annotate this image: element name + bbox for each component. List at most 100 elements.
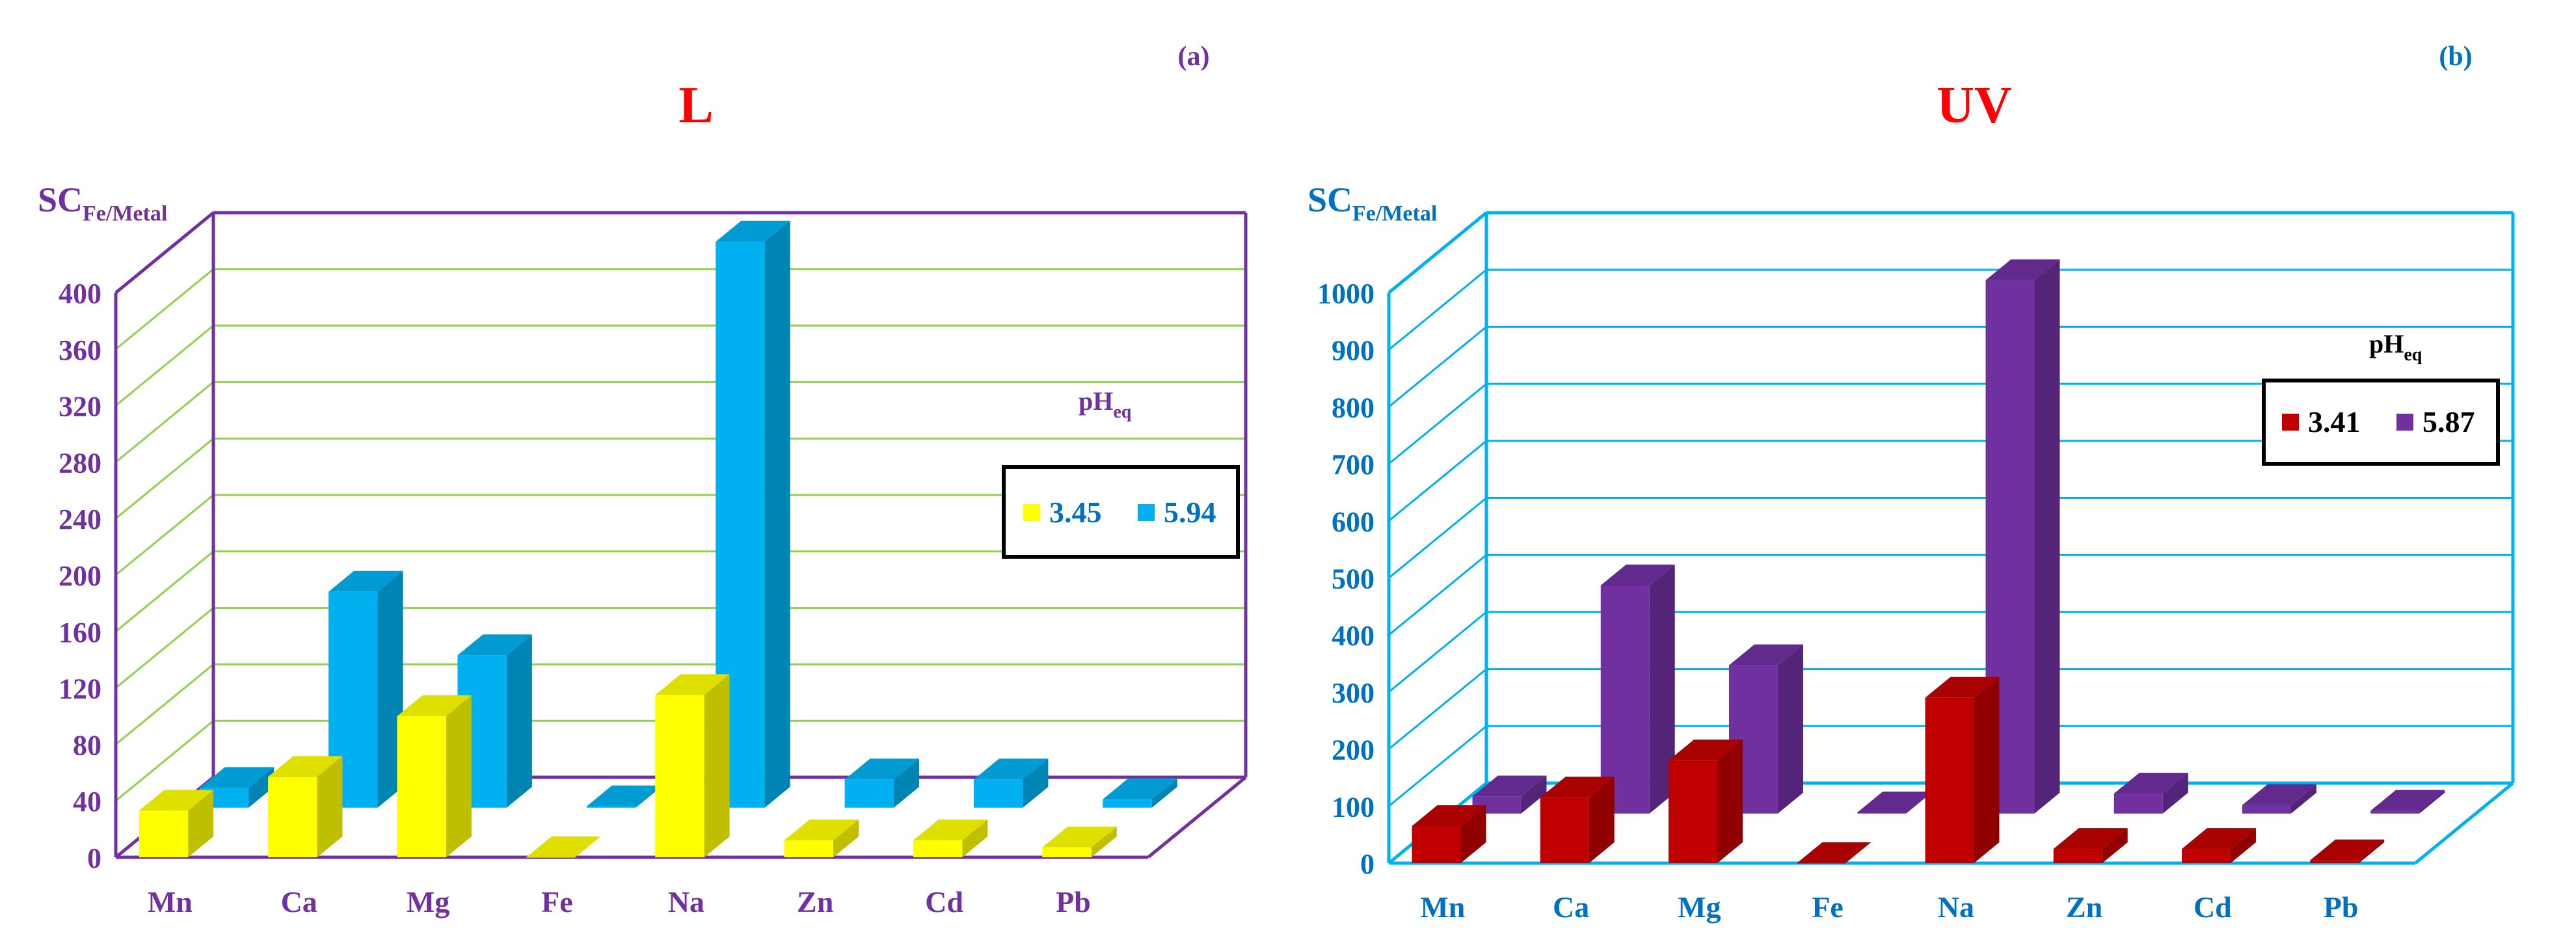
bar-front	[526, 857, 576, 858]
bar-side	[446, 695, 472, 857]
bar-top	[1925, 676, 2000, 698]
bar-side	[764, 221, 790, 808]
gridline-side	[115, 325, 214, 407]
bars	[139, 221, 1177, 858]
chart-a-legend-box	[1002, 465, 1240, 559]
bar-front	[973, 779, 1023, 808]
bar-side	[248, 767, 275, 808]
bar-side	[636, 785, 662, 808]
bar-top	[2182, 828, 2256, 849]
bar-side	[1023, 758, 1049, 808]
bar-side	[2419, 790, 2445, 814]
x-tick-label: Mn	[1420, 890, 1465, 924]
bar-side	[1717, 740, 1743, 863]
x-tick-label: Mg	[1678, 890, 1721, 924]
bar-5.87-Fe	[1857, 792, 1932, 814]
bar-top	[1472, 775, 1547, 797]
gridline-side	[1388, 269, 1487, 351]
bar-top	[1729, 644, 1803, 665]
bar-front	[1797, 863, 1846, 864]
bar-front	[1600, 585, 1650, 814]
chart-b-legend: pHeq 3.41 5.87	[2262, 329, 2500, 466]
chart-b-legend-title-sub: eq	[2404, 345, 2422, 365]
bar-side	[317, 756, 343, 857]
x-tick-label: Pb	[2324, 890, 2359, 924]
chart-b-legend-swatch-2	[2396, 414, 2413, 431]
bar-front	[2370, 810, 2420, 814]
bar-top	[1103, 778, 1177, 799]
bar-3.41-Cd	[2182, 828, 2256, 863]
bar-front	[2053, 849, 2102, 863]
bar-top	[844, 758, 919, 780]
bar-3.41-Na	[1925, 676, 2000, 863]
chart-b-y-axis-label-main: SC	[1308, 180, 1352, 219]
chart-b-legend-swatch-1	[2282, 414, 2299, 431]
gridline-side	[115, 268, 214, 350]
y-tick-label: 320	[59, 391, 101, 423]
x-tick-label: Zn	[2066, 890, 2102, 924]
y-tick-label: 1000	[1317, 278, 1375, 310]
bar-front	[1857, 812, 1907, 814]
y-tick-label: 500	[1332, 563, 1375, 595]
bar-top	[716, 221, 790, 242]
chart-b-legend-box	[2262, 379, 2500, 466]
bar-front	[2182, 849, 2231, 863]
chart-b-y-axis-label: SCFe/Metal	[1308, 180, 1437, 226]
bar-front	[784, 840, 833, 857]
bar-side	[1649, 564, 1675, 814]
bar-front	[844, 779, 894, 808]
gridline-side	[115, 494, 214, 576]
x-tick-label: Na	[1938, 890, 1974, 924]
top-edge	[1388, 211, 1488, 294]
bar-5.87-Ca	[1600, 564, 1675, 814]
chart-a-panel-label: (a)	[1178, 42, 1210, 72]
bar-top	[139, 790, 214, 811]
bar-side	[1151, 778, 1177, 808]
bar-side	[962, 819, 988, 857]
bar-5.94-Pb	[1103, 778, 1177, 808]
bar-side	[2359, 839, 2385, 863]
bar-5.87-Mg	[1729, 644, 1803, 814]
y-tick-label: 900	[1332, 335, 1375, 367]
bar-side	[1906, 792, 1932, 814]
bar-top	[1540, 777, 1615, 798]
bar-front	[2310, 860, 2359, 863]
bar-front	[1540, 797, 1589, 863]
bar-front	[1412, 825, 1461, 863]
bar-3.45-Fe	[526, 836, 601, 858]
bar-3.45-Na	[655, 674, 730, 857]
bar-top	[268, 756, 343, 777]
y-tick-label: 300	[1332, 677, 1375, 709]
bar-side	[377, 570, 403, 808]
bar-top	[1600, 564, 1675, 585]
bar-side	[704, 674, 730, 857]
bar-top	[913, 819, 988, 840]
bar-3.41-Zn	[2053, 828, 2128, 863]
bar-3.41-Mn	[1412, 805, 1486, 863]
chart-b-title: UV	[1937, 77, 2012, 134]
bar-side	[188, 790, 214, 857]
chart-a-y-axis-label-main: SC	[38, 180, 83, 219]
gridline-side	[1388, 554, 1487, 636]
bar-top	[784, 819, 859, 840]
gridline-side	[115, 381, 214, 463]
floor-right-edge	[1147, 776, 1247, 859]
gridline-side	[115, 438, 214, 520]
bar-side	[1777, 644, 1803, 814]
x-tick-label: Fe	[541, 885, 573, 918]
gridline-side	[115, 720, 214, 802]
chart-a-legend-swatch-1	[1023, 504, 1040, 521]
gridline-side	[1388, 382, 1487, 465]
chart-a-y-axis-label: SCFe/Metal	[38, 180, 167, 226]
gridline-side	[1388, 440, 1487, 522]
chart-a-legend: pHeq 3.45 5.94	[1002, 386, 1240, 559]
bar-5.94-Zn	[844, 758, 919, 808]
y-tick-label: 0	[1360, 848, 1375, 880]
gridline-side	[1388, 725, 1487, 807]
bar-3.45-Cd	[913, 819, 988, 857]
bar-3.45-Pb	[1042, 826, 1117, 857]
y-tick-label: 200	[59, 560, 101, 592]
bar-top	[329, 570, 403, 592]
bar-top	[2113, 773, 2188, 794]
